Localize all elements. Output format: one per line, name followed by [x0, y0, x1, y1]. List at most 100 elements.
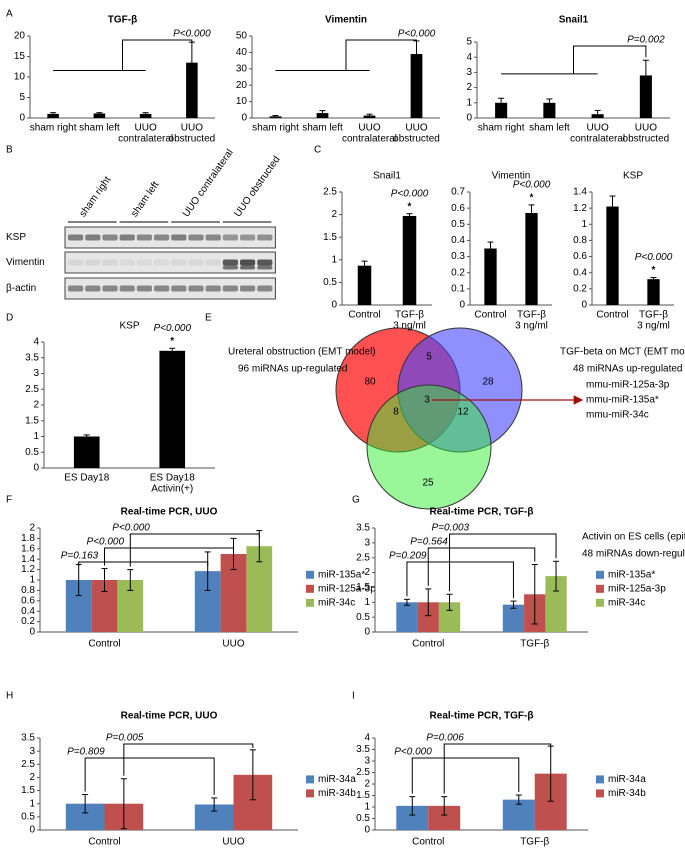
blot-band	[171, 234, 187, 241]
blot-band	[102, 285, 118, 292]
p-value: P=0.209	[389, 551, 427, 562]
x-tick-label: 3 ng/ml	[393, 321, 426, 332]
bar	[363, 115, 376, 118]
bar	[410, 54, 423, 118]
blot-band	[136, 259, 152, 266]
x-tick-label: UUO	[358, 123, 380, 134]
chart-title: Snail1	[559, 15, 589, 26]
y-tick-label: 2	[466, 82, 472, 93]
x-tick-label: Control	[412, 639, 444, 650]
y-tick-label: 40	[236, 47, 248, 58]
y-tick-label: 1	[29, 575, 35, 586]
bar	[417, 602, 439, 632]
panel-label: B	[6, 145, 13, 156]
venn-region-count: 80	[364, 377, 376, 388]
y-tick-label: 0	[19, 113, 25, 124]
y-tick-label: 20	[14, 31, 26, 42]
legend-label: miR-125a-3p	[608, 583, 666, 594]
p-value: P=0.809	[67, 747, 105, 758]
significance-bracket	[449, 533, 557, 592]
y-tick-label: 5	[19, 92, 25, 103]
blot-row-label: KSP	[6, 232, 26, 243]
significance-bracket	[406, 561, 514, 599]
x-tick-label: TGF-β	[517, 310, 546, 321]
bar	[159, 350, 186, 468]
y-tick-label: 0.2	[21, 616, 35, 627]
p-value: P=0.005	[106, 733, 144, 744]
x-tick-label: UUO	[635, 123, 657, 134]
y-tick-label: 1.6	[21, 543, 35, 554]
p-value: P=0.002	[627, 35, 665, 46]
chart-title: KSP	[623, 171, 643, 182]
x-tick-label: sham left	[79, 123, 120, 134]
y-tick-label: 0.5	[451, 219, 465, 230]
blot-row	[64, 277, 276, 300]
legend-swatch	[596, 584, 604, 593]
bar	[402, 215, 417, 305]
blot-band	[85, 259, 101, 266]
bar	[357, 265, 372, 305]
y-tick-label: 1.5	[21, 785, 35, 796]
significance-bracket	[275, 39, 417, 71]
y-tick-label: 0.6	[573, 251, 587, 262]
blot-band	[222, 285, 238, 292]
blot-band	[102, 259, 118, 266]
y-tick-label: 0.4	[451, 235, 465, 246]
x-tick-label: 3 ng/ml	[637, 321, 670, 332]
blot-band	[154, 234, 170, 241]
x-tick-label: TGF-β	[639, 310, 668, 321]
blot-band	[171, 259, 187, 266]
legend-swatch	[596, 570, 604, 579]
venn-region-count: 12	[457, 407, 469, 418]
x-tick-label: contralateral	[342, 134, 397, 145]
y-tick-label: 10	[14, 72, 26, 83]
y-tick-label: 0.6	[451, 203, 465, 214]
significance-star: *	[530, 193, 534, 204]
bar	[47, 113, 59, 118]
y-tick-label: 0.5	[323, 277, 337, 288]
panel-label: H	[6, 691, 13, 702]
legend-swatch	[306, 775, 314, 784]
panel-label: G	[352, 495, 360, 506]
chart-title: Real-time PCR, TGF-β	[430, 711, 534, 722]
y-tick-label: 1	[364, 802, 370, 813]
legend-label: miR-34c	[318, 597, 355, 608]
y-tick-label: 1	[581, 219, 587, 230]
blot-band	[119, 259, 135, 266]
legend-label: miR-135a*	[318, 569, 365, 580]
x-tick-label: ES Day18	[150, 473, 195, 484]
p-value: P<0.000	[513, 180, 551, 191]
x-tick-label: UUO	[405, 123, 427, 134]
blot-band	[205, 259, 221, 266]
panel-label: A	[6, 9, 13, 20]
bar	[73, 436, 100, 468]
y-tick-label: 1.5	[356, 790, 370, 801]
legend-label: miR-34a	[608, 774, 646, 785]
bar	[543, 102, 556, 118]
x-tick-label: contralateral	[570, 134, 625, 145]
y-tick-label: 1.4	[573, 187, 587, 198]
bar	[525, 212, 538, 305]
y-tick-label: 1	[331, 254, 337, 265]
panel-label: C	[314, 145, 321, 156]
venn-set-count: 48 miRNAs up-regulated	[573, 364, 683, 375]
y-tick-label: 30	[236, 63, 248, 74]
p-value: P<0.000	[153, 323, 191, 334]
blot-band	[68, 259, 84, 266]
y-tick-label: 0	[364, 627, 370, 638]
p-value: P<0.000	[635, 252, 673, 263]
venn-common-mirna: mmu-miR-135a*	[586, 395, 659, 406]
y-tick-label: 3	[466, 67, 472, 78]
x-tick-label: obstructed	[169, 134, 216, 145]
y-tick-label: 0	[364, 825, 370, 836]
blot-row	[64, 251, 276, 274]
chart-title: Real-time PCR, TGF-β	[430, 507, 534, 518]
venn-diagram: Ureteral obstruction (EMT model) 96 miRNA…	[228, 327, 685, 560]
bar	[316, 113, 329, 118]
significance-bracket	[123, 743, 254, 776]
y-tick-label: 0.7	[451, 187, 465, 198]
x-tick-label: sham right	[478, 123, 525, 134]
y-tick-label: 2.5	[356, 552, 370, 563]
legend-swatch	[596, 598, 604, 607]
